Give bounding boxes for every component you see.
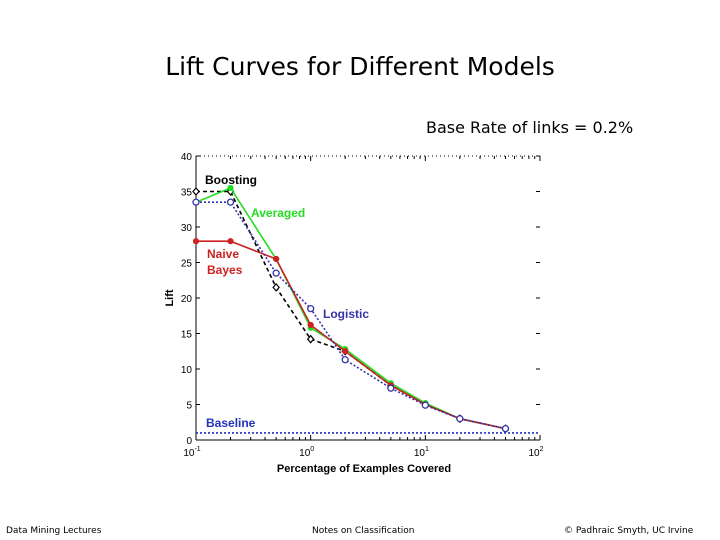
logistic-point bbox=[341, 356, 349, 364]
y-tick-label: 0 bbox=[186, 436, 192, 447]
y-tick-label: 5 bbox=[186, 401, 192, 412]
logistic-point bbox=[421, 401, 429, 409]
y-tick-label: 10 bbox=[181, 365, 193, 376]
slide-subtitle: Base Rate of links = 0.2% bbox=[426, 118, 634, 137]
annotation-averaged: Averaged bbox=[251, 206, 305, 220]
x-axis-label: Percentage of Examples Covered bbox=[277, 463, 451, 475]
logistic-point bbox=[226, 198, 235, 206]
naive-bayes-point bbox=[307, 321, 314, 329]
naive-bayes-point bbox=[227, 238, 234, 245]
naive-bayes-point bbox=[273, 255, 280, 263]
annotation-logistic: Logistic bbox=[323, 307, 369, 321]
y-tick-label: 25 bbox=[181, 259, 193, 270]
y-tick-label: 35 bbox=[181, 188, 193, 199]
x-tick-label: 100 bbox=[299, 446, 314, 459]
naive-bayes-point bbox=[342, 348, 349, 355]
x-tick-label: 102 bbox=[528, 446, 543, 459]
footer-topic: Notes on Classification bbox=[312, 526, 415, 536]
logistic-point bbox=[456, 415, 464, 423]
x-tick-label: 101 bbox=[414, 446, 429, 459]
footer-author: © Padhraic Smyth, UC Irvine bbox=[564, 526, 694, 536]
annotation-baseline: Baseline bbox=[206, 416, 256, 430]
y-tick-label: 15 bbox=[181, 330, 193, 341]
logistic-point bbox=[387, 384, 395, 392]
boosting-point bbox=[192, 187, 200, 196]
annotation-bayes: Bayes bbox=[207, 263, 243, 277]
y-axis-label: Lift bbox=[164, 289, 176, 306]
logistic-point bbox=[501, 424, 510, 433]
annotation-naive: Naive bbox=[207, 247, 239, 261]
annotation-boosting: Boosting bbox=[205, 173, 257, 187]
averaged-point bbox=[227, 184, 234, 192]
x-tick-label: 10-1 bbox=[183, 446, 200, 459]
boosting-point bbox=[306, 334, 315, 344]
slide-title: Lift Curves for Different Models bbox=[165, 52, 555, 81]
boosting-point bbox=[272, 282, 280, 292]
naive-bayes-line bbox=[196, 240, 506, 430]
y-tick-label: 30 bbox=[181, 223, 193, 234]
logistic-point bbox=[272, 269, 280, 277]
naive-bayes-point bbox=[192, 238, 200, 245]
y-tick-label: 40 bbox=[181, 152, 193, 163]
y-tick-label: 20 bbox=[181, 294, 193, 305]
footer-course: Data Mining Lectures bbox=[6, 526, 102, 536]
logistic-point bbox=[307, 304, 315, 313]
logistic-point bbox=[192, 198, 200, 206]
